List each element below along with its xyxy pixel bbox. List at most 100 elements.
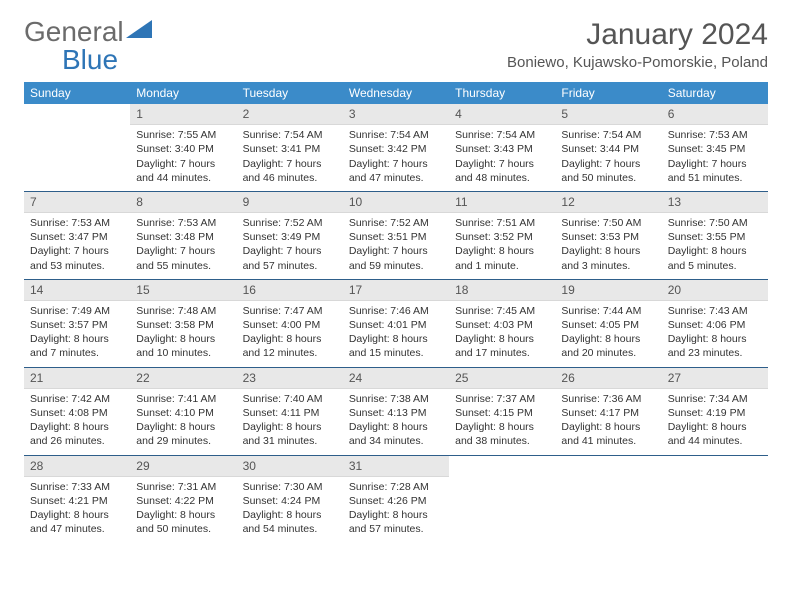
day-cell: 8Sunrise: 7:53 AMSunset: 3:48 PMDaylight… bbox=[130, 191, 236, 279]
location: Boniewo, Kujawsko-Pomorskie, Poland bbox=[507, 54, 768, 71]
day-number: 13 bbox=[662, 192, 768, 213]
day-info: Sunrise: 7:53 AMSunset: 3:48 PMDaylight:… bbox=[130, 213, 236, 279]
day-cell: 10Sunrise: 7:52 AMSunset: 3:51 PMDayligh… bbox=[343, 191, 449, 279]
day-cell: 6Sunrise: 7:53 AMSunset: 3:45 PMDaylight… bbox=[662, 104, 768, 191]
day-info: Sunrise: 7:37 AMSunset: 4:15 PMDaylight:… bbox=[449, 389, 555, 455]
day-header: Tuesday bbox=[237, 82, 343, 104]
day-info: Sunrise: 7:33 AMSunset: 4:21 PMDaylight:… bbox=[24, 477, 130, 543]
day-info: Sunrise: 7:48 AMSunset: 3:58 PMDaylight:… bbox=[130, 301, 236, 367]
day-number: 6 bbox=[662, 104, 768, 125]
day-cell bbox=[24, 104, 130, 191]
day-info: Sunrise: 7:47 AMSunset: 4:00 PMDaylight:… bbox=[237, 301, 343, 367]
day-number: 24 bbox=[343, 368, 449, 389]
day-info: Sunrise: 7:40 AMSunset: 4:11 PMDaylight:… bbox=[237, 389, 343, 455]
day-cell: 19Sunrise: 7:44 AMSunset: 4:05 PMDayligh… bbox=[555, 279, 661, 367]
day-cell: 5Sunrise: 7:54 AMSunset: 3:44 PMDaylight… bbox=[555, 104, 661, 191]
day-number: 11 bbox=[449, 192, 555, 213]
logo-word1: General bbox=[24, 16, 124, 47]
day-info: Sunrise: 7:43 AMSunset: 4:06 PMDaylight:… bbox=[662, 301, 768, 367]
day-cell: 24Sunrise: 7:38 AMSunset: 4:13 PMDayligh… bbox=[343, 367, 449, 455]
day-cell: 7Sunrise: 7:53 AMSunset: 3:47 PMDaylight… bbox=[24, 191, 130, 279]
day-number: 12 bbox=[555, 192, 661, 213]
day-info: Sunrise: 7:50 AMSunset: 3:53 PMDaylight:… bbox=[555, 213, 661, 279]
day-cell: 22Sunrise: 7:41 AMSunset: 4:10 PMDayligh… bbox=[130, 367, 236, 455]
day-number: 20 bbox=[662, 280, 768, 301]
day-number: 15 bbox=[130, 280, 236, 301]
day-number: 16 bbox=[237, 280, 343, 301]
day-number: 5 bbox=[555, 104, 661, 125]
day-cell: 14Sunrise: 7:49 AMSunset: 3:57 PMDayligh… bbox=[24, 279, 130, 367]
day-cell: 16Sunrise: 7:47 AMSunset: 4:00 PMDayligh… bbox=[237, 279, 343, 367]
day-number: 1 bbox=[130, 104, 236, 125]
day-info: Sunrise: 7:41 AMSunset: 4:10 PMDaylight:… bbox=[130, 389, 236, 455]
day-header: Friday bbox=[555, 82, 661, 104]
day-number: 28 bbox=[24, 456, 130, 477]
day-number: 26 bbox=[555, 368, 661, 389]
day-info: Sunrise: 7:52 AMSunset: 3:49 PMDaylight:… bbox=[237, 213, 343, 279]
logo-triangle-icon bbox=[126, 20, 152, 47]
day-cell: 18Sunrise: 7:45 AMSunset: 4:03 PMDayligh… bbox=[449, 279, 555, 367]
day-cell: 27Sunrise: 7:34 AMSunset: 4:19 PMDayligh… bbox=[662, 367, 768, 455]
calendar-body: 1Sunrise: 7:55 AMSunset: 3:40 PMDaylight… bbox=[24, 104, 768, 542]
week-row: 14Sunrise: 7:49 AMSunset: 3:57 PMDayligh… bbox=[24, 279, 768, 367]
day-cell: 20Sunrise: 7:43 AMSunset: 4:06 PMDayligh… bbox=[662, 279, 768, 367]
day-cell: 1Sunrise: 7:55 AMSunset: 3:40 PMDaylight… bbox=[130, 104, 236, 191]
day-number: 17 bbox=[343, 280, 449, 301]
day-info: Sunrise: 7:31 AMSunset: 4:22 PMDaylight:… bbox=[130, 477, 236, 543]
day-info: Sunrise: 7:36 AMSunset: 4:17 PMDaylight:… bbox=[555, 389, 661, 455]
day-cell: 9Sunrise: 7:52 AMSunset: 3:49 PMDaylight… bbox=[237, 191, 343, 279]
day-number: 23 bbox=[237, 368, 343, 389]
day-number: 27 bbox=[662, 368, 768, 389]
day-cell: 31Sunrise: 7:28 AMSunset: 4:26 PMDayligh… bbox=[343, 455, 449, 542]
day-number: 19 bbox=[555, 280, 661, 301]
day-info: Sunrise: 7:53 AMSunset: 3:45 PMDaylight:… bbox=[662, 125, 768, 191]
day-info: Sunrise: 7:28 AMSunset: 4:26 PMDaylight:… bbox=[343, 477, 449, 543]
header: General Blue January 2024 Boniewo, Kujaw… bbox=[24, 18, 768, 74]
logo: General Blue bbox=[24, 18, 152, 74]
day-header: Wednesday bbox=[343, 82, 449, 104]
day-cell: 3Sunrise: 7:54 AMSunset: 3:42 PMDaylight… bbox=[343, 104, 449, 191]
day-info: Sunrise: 7:54 AMSunset: 3:41 PMDaylight:… bbox=[237, 125, 343, 191]
day-header: Thursday bbox=[449, 82, 555, 104]
week-row: 28Sunrise: 7:33 AMSunset: 4:21 PMDayligh… bbox=[24, 455, 768, 542]
day-info: Sunrise: 7:45 AMSunset: 4:03 PMDaylight:… bbox=[449, 301, 555, 367]
day-info: Sunrise: 7:44 AMSunset: 4:05 PMDaylight:… bbox=[555, 301, 661, 367]
day-number: 25 bbox=[449, 368, 555, 389]
day-header: Saturday bbox=[662, 82, 768, 104]
day-cell: 21Sunrise: 7:42 AMSunset: 4:08 PMDayligh… bbox=[24, 367, 130, 455]
day-info: Sunrise: 7:54 AMSunset: 3:44 PMDaylight:… bbox=[555, 125, 661, 191]
day-info: Sunrise: 7:42 AMSunset: 4:08 PMDaylight:… bbox=[24, 389, 130, 455]
day-header-row: SundayMondayTuesdayWednesdayThursdayFrid… bbox=[24, 82, 768, 104]
day-number: 31 bbox=[343, 456, 449, 477]
day-number: 3 bbox=[343, 104, 449, 125]
day-cell: 12Sunrise: 7:50 AMSunset: 3:53 PMDayligh… bbox=[555, 191, 661, 279]
day-cell bbox=[449, 455, 555, 542]
day-number: 9 bbox=[237, 192, 343, 213]
day-number: 18 bbox=[449, 280, 555, 301]
calendar-table: SundayMondayTuesdayWednesdayThursdayFrid… bbox=[24, 82, 768, 542]
day-number: 7 bbox=[24, 192, 130, 213]
day-cell: 30Sunrise: 7:30 AMSunset: 4:24 PMDayligh… bbox=[237, 455, 343, 542]
day-info bbox=[555, 477, 661, 486]
day-info: Sunrise: 7:53 AMSunset: 3:47 PMDaylight:… bbox=[24, 213, 130, 279]
day-cell bbox=[555, 455, 661, 542]
day-cell: 23Sunrise: 7:40 AMSunset: 4:11 PMDayligh… bbox=[237, 367, 343, 455]
day-info: Sunrise: 7:54 AMSunset: 3:42 PMDaylight:… bbox=[343, 125, 449, 191]
day-info: Sunrise: 7:50 AMSunset: 3:55 PMDaylight:… bbox=[662, 213, 768, 279]
day-number: 21 bbox=[24, 368, 130, 389]
day-info: Sunrise: 7:34 AMSunset: 4:19 PMDaylight:… bbox=[662, 389, 768, 455]
day-info: Sunrise: 7:51 AMSunset: 3:52 PMDaylight:… bbox=[449, 213, 555, 279]
day-cell: 11Sunrise: 7:51 AMSunset: 3:52 PMDayligh… bbox=[449, 191, 555, 279]
day-info: Sunrise: 7:30 AMSunset: 4:24 PMDaylight:… bbox=[237, 477, 343, 543]
day-cell: 13Sunrise: 7:50 AMSunset: 3:55 PMDayligh… bbox=[662, 191, 768, 279]
day-info: Sunrise: 7:38 AMSunset: 4:13 PMDaylight:… bbox=[343, 389, 449, 455]
day-number: 10 bbox=[343, 192, 449, 213]
day-cell: 26Sunrise: 7:36 AMSunset: 4:17 PMDayligh… bbox=[555, 367, 661, 455]
day-number: 14 bbox=[24, 280, 130, 301]
day-info: Sunrise: 7:55 AMSunset: 3:40 PMDaylight:… bbox=[130, 125, 236, 191]
month-title: January 2024 bbox=[507, 18, 768, 52]
day-cell: 25Sunrise: 7:37 AMSunset: 4:15 PMDayligh… bbox=[449, 367, 555, 455]
day-number: 22 bbox=[130, 368, 236, 389]
day-cell: 2Sunrise: 7:54 AMSunset: 3:41 PMDaylight… bbox=[237, 104, 343, 191]
day-info bbox=[24, 125, 130, 134]
